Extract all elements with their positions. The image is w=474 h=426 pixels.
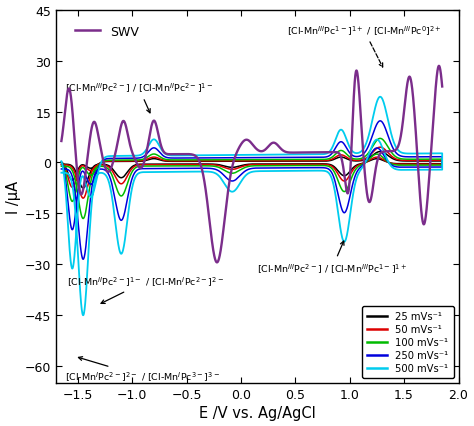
- Text: [Cl-Mn$^{III}$Pc$^{2-}$] / [Cl-Mn$^{III}$Pc$^{1-}$]$^{1+}$: [Cl-Mn$^{III}$Pc$^{2-}$] / [Cl-Mn$^{III}…: [257, 242, 407, 275]
- Text: [Cl-Mn$^{II}$Pc$^{2-}$]$^{1-}$ / [Cl-Mn$^{I}$Pc$^{2-}$]$^{2-}$: [Cl-Mn$^{II}$Pc$^{2-}$]$^{1-}$ / [Cl-Mn$…: [67, 275, 224, 304]
- Legend: SWV: SWV: [70, 20, 144, 43]
- Y-axis label: I /μA: I /μA: [6, 181, 20, 213]
- X-axis label: E /V vs. Ag/AgCl: E /V vs. Ag/AgCl: [199, 406, 316, 420]
- Text: [Cl-Mn$^{I}$Pc$^{2-}$]$^{2-}$ / [Cl-Mn$^{I}$Pc$^{3-}$]$^{3-}$: [Cl-Mn$^{I}$Pc$^{2-}$]$^{2-}$ / [Cl-Mn$^…: [64, 357, 220, 383]
- Text: [Cl-Mn$^{III}$Pc$^{1-}$]$^{1+}$ / [Cl-Mn$^{III}$Pc$^{0}$]$^{2+}$: [Cl-Mn$^{III}$Pc$^{1-}$]$^{1+}$ / [Cl-Mn…: [287, 24, 441, 68]
- Text: [Cl-Mn$^{III}$Pc$^{2-}$] / [Cl-Mn$^{II}$Pc$^{2-}$]$^{1-}$: [Cl-Mn$^{III}$Pc$^{2-}$] / [Cl-Mn$^{II}$…: [64, 82, 213, 114]
